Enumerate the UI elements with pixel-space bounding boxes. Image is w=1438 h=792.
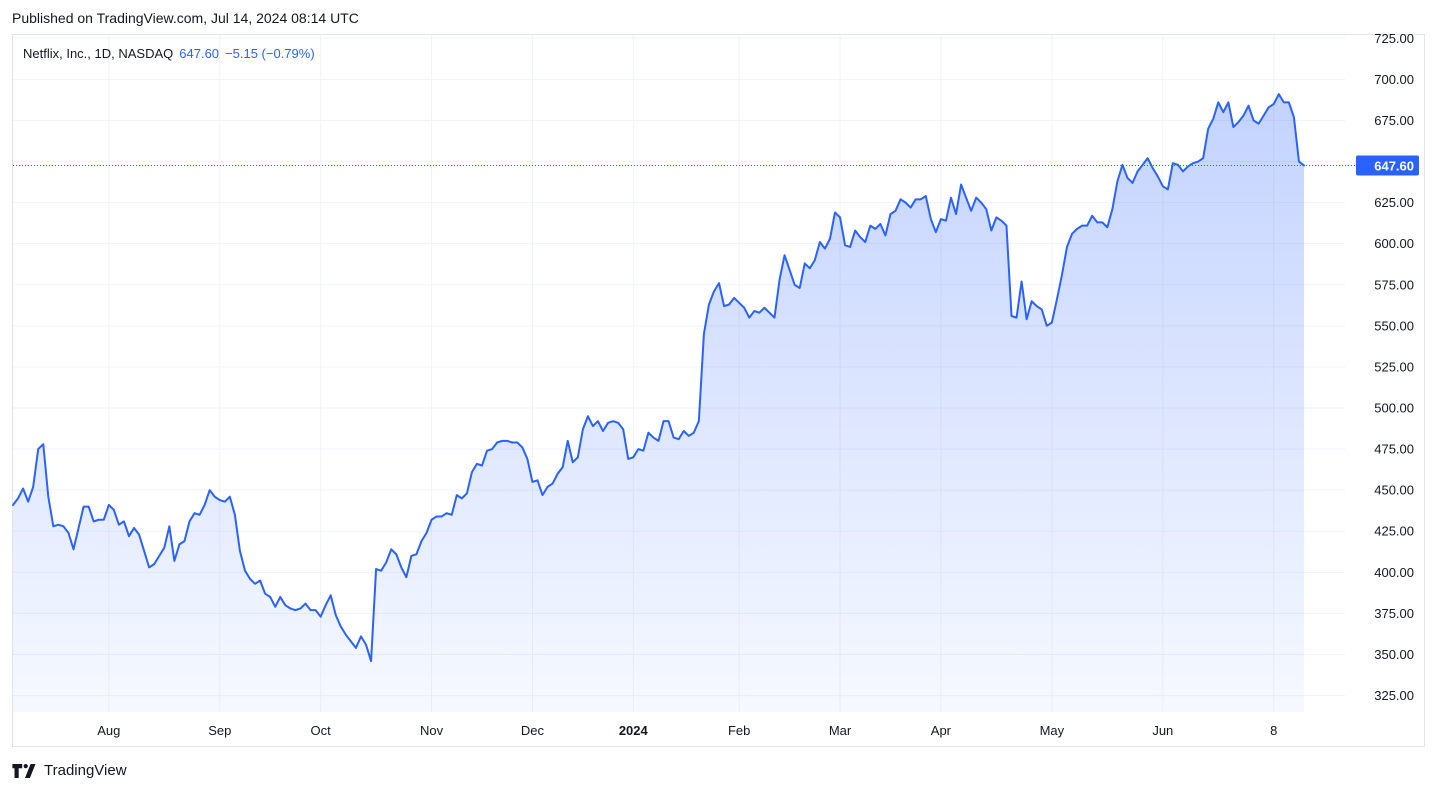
x-tick-label: Mar xyxy=(829,723,852,738)
last-price-marker: 647.60 xyxy=(13,155,1419,176)
x-tick-label: Sep xyxy=(208,723,231,738)
y-tick-label: 525.00 xyxy=(1374,359,1414,374)
tradingview-brand[interactable]: TradingView xyxy=(12,762,127,779)
y-tick-label: 725.00 xyxy=(1374,31,1414,46)
y-tick-label: 400.00 xyxy=(1374,565,1414,580)
price-line xyxy=(12,93,1305,663)
y-tick-label: 700.00 xyxy=(1374,72,1414,87)
area-fill xyxy=(13,94,1304,712)
last-price-value: 647.60 xyxy=(179,46,220,61)
chart-legend: Netflix, Inc., 1D, NASDAQ 647.60 −5.15 (−0… xyxy=(23,46,315,61)
brand-name: TradingView xyxy=(44,762,127,779)
y-tick-label: 450.00 xyxy=(1374,483,1414,498)
x-tick-label: Nov xyxy=(420,723,444,738)
price-axis[interactable]: 325.00 350.00 375.00 400.00 425.00 450.00 475.… xyxy=(1374,31,1414,703)
time-axis[interactable]: Aug Sep Oct Nov Dec 2024 Feb Mar Apr May Jun 8 xyxy=(97,723,1277,738)
y-tick-label: 425.00 xyxy=(1374,524,1414,539)
y-tick-label: 550.00 xyxy=(1374,318,1414,333)
x-tick-label: 2024 xyxy=(619,723,649,738)
x-tick-label: Oct xyxy=(311,723,332,738)
y-tick-label: 500.00 xyxy=(1374,401,1414,416)
x-tick-label: Dec xyxy=(521,723,545,738)
y-tick-label: 350.00 xyxy=(1374,647,1414,662)
x-tick-label: Apr xyxy=(931,723,952,738)
y-tick-label: 575.00 xyxy=(1374,277,1414,292)
price-area xyxy=(12,93,1305,712)
chart-frame xyxy=(12,34,1425,747)
y-tick-label: 625.00 xyxy=(1374,195,1414,210)
published-text: Published on TradingView.com, Jul 14, 20… xyxy=(12,10,359,26)
y-tick-label: 325.00 xyxy=(1374,688,1414,703)
x-tick-label: Feb xyxy=(728,723,750,738)
symbol-title: Netflix, Inc., 1D, NASDAQ xyxy=(23,46,174,61)
y-tick-label: 375.00 xyxy=(1374,606,1414,621)
y-tick-label: 600.00 xyxy=(1374,236,1414,251)
y-tick-label: 475.00 xyxy=(1374,442,1414,457)
tradingview-logo-icon xyxy=(12,763,36,778)
x-tick-label: 8 xyxy=(1270,723,1277,738)
price-change: −5.15 (−0.79%) xyxy=(225,46,315,61)
x-tick-label: Aug xyxy=(97,723,120,738)
last-price-badge xyxy=(1356,155,1419,176)
x-tick-label: May xyxy=(1040,723,1065,738)
y-tick-label: 675.00 xyxy=(1374,113,1414,128)
x-tick-label: Jun xyxy=(1152,723,1173,738)
last-price-badge-label: 647.60 xyxy=(1374,158,1414,173)
